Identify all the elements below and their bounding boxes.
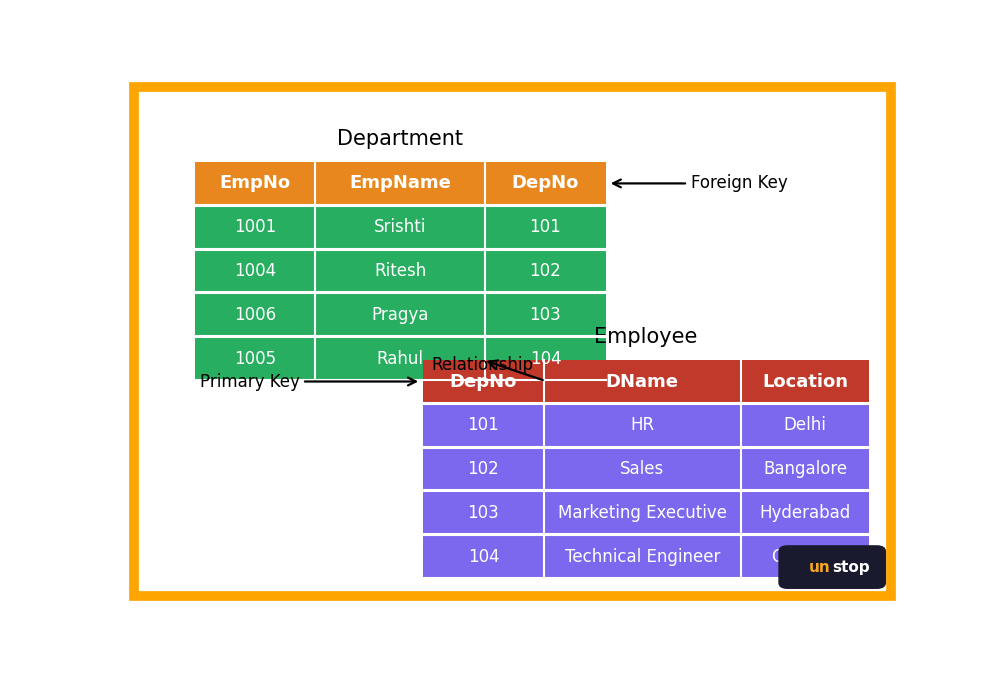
- Bar: [315, 293, 485, 336]
- Text: stop: stop: [832, 560, 870, 575]
- Text: Marketing Executive: Marketing Executive: [558, 504, 727, 522]
- Bar: [544, 492, 741, 534]
- Text: DepNo: DepNo: [512, 175, 579, 192]
- Bar: [195, 293, 315, 336]
- Bar: [423, 536, 544, 578]
- Text: EmpName: EmpName: [349, 175, 451, 192]
- Bar: [741, 492, 869, 534]
- Text: Sales: Sales: [620, 460, 664, 478]
- Bar: [315, 206, 485, 248]
- Text: 1004: 1004: [234, 262, 276, 280]
- Text: Primary Key: Primary Key: [200, 372, 416, 391]
- Text: 103: 103: [530, 306, 561, 324]
- Bar: [315, 250, 485, 292]
- Text: Location: Location: [762, 372, 848, 391]
- Text: 104: 104: [468, 548, 499, 566]
- Text: Employee: Employee: [594, 327, 698, 347]
- Text: Foreign Key: Foreign Key: [613, 175, 788, 192]
- Bar: [485, 250, 606, 292]
- Text: 1005: 1005: [234, 349, 276, 368]
- Text: un: un: [809, 560, 831, 575]
- Text: 101: 101: [468, 416, 499, 434]
- Text: Srishti: Srishti: [374, 218, 426, 236]
- Bar: [423, 492, 544, 534]
- Text: Chennai: Chennai: [771, 548, 839, 566]
- Bar: [741, 404, 869, 447]
- Text: 1006: 1006: [234, 306, 276, 324]
- Text: 104: 104: [530, 349, 561, 368]
- Bar: [315, 337, 485, 380]
- Bar: [544, 360, 741, 403]
- Text: HR: HR: [630, 416, 654, 434]
- Bar: [485, 293, 606, 336]
- Text: Pragya: Pragya: [371, 306, 429, 324]
- Text: 102: 102: [530, 262, 561, 280]
- Text: EmpNo: EmpNo: [219, 175, 290, 192]
- Text: DepNo: DepNo: [450, 372, 517, 391]
- Text: Ritesh: Ritesh: [374, 262, 426, 280]
- Bar: [485, 162, 606, 204]
- Bar: [423, 404, 544, 447]
- Text: Bangalore: Bangalore: [763, 460, 847, 478]
- Bar: [544, 404, 741, 447]
- Text: Hyderabad: Hyderabad: [759, 504, 851, 522]
- Text: Department: Department: [337, 129, 463, 149]
- FancyBboxPatch shape: [778, 545, 886, 589]
- Text: Technical Engineer: Technical Engineer: [565, 548, 720, 566]
- Bar: [195, 337, 315, 380]
- Bar: [423, 447, 544, 490]
- Text: Delhi: Delhi: [784, 416, 826, 434]
- Bar: [485, 337, 606, 380]
- Text: Relationship: Relationship: [432, 356, 534, 374]
- Bar: [544, 536, 741, 578]
- Bar: [315, 162, 485, 204]
- Text: 103: 103: [468, 504, 499, 522]
- Bar: [741, 536, 869, 578]
- Text: 101: 101: [530, 218, 561, 236]
- Text: Rahul: Rahul: [377, 349, 424, 368]
- Bar: [544, 447, 741, 490]
- Bar: [741, 360, 869, 403]
- Bar: [741, 447, 869, 490]
- Text: 1001: 1001: [234, 218, 276, 236]
- Text: 102: 102: [468, 460, 499, 478]
- Bar: [195, 162, 315, 204]
- Bar: [423, 360, 544, 403]
- Bar: [195, 206, 315, 248]
- Bar: [195, 250, 315, 292]
- Text: DName: DName: [606, 372, 679, 391]
- Bar: [485, 206, 606, 248]
